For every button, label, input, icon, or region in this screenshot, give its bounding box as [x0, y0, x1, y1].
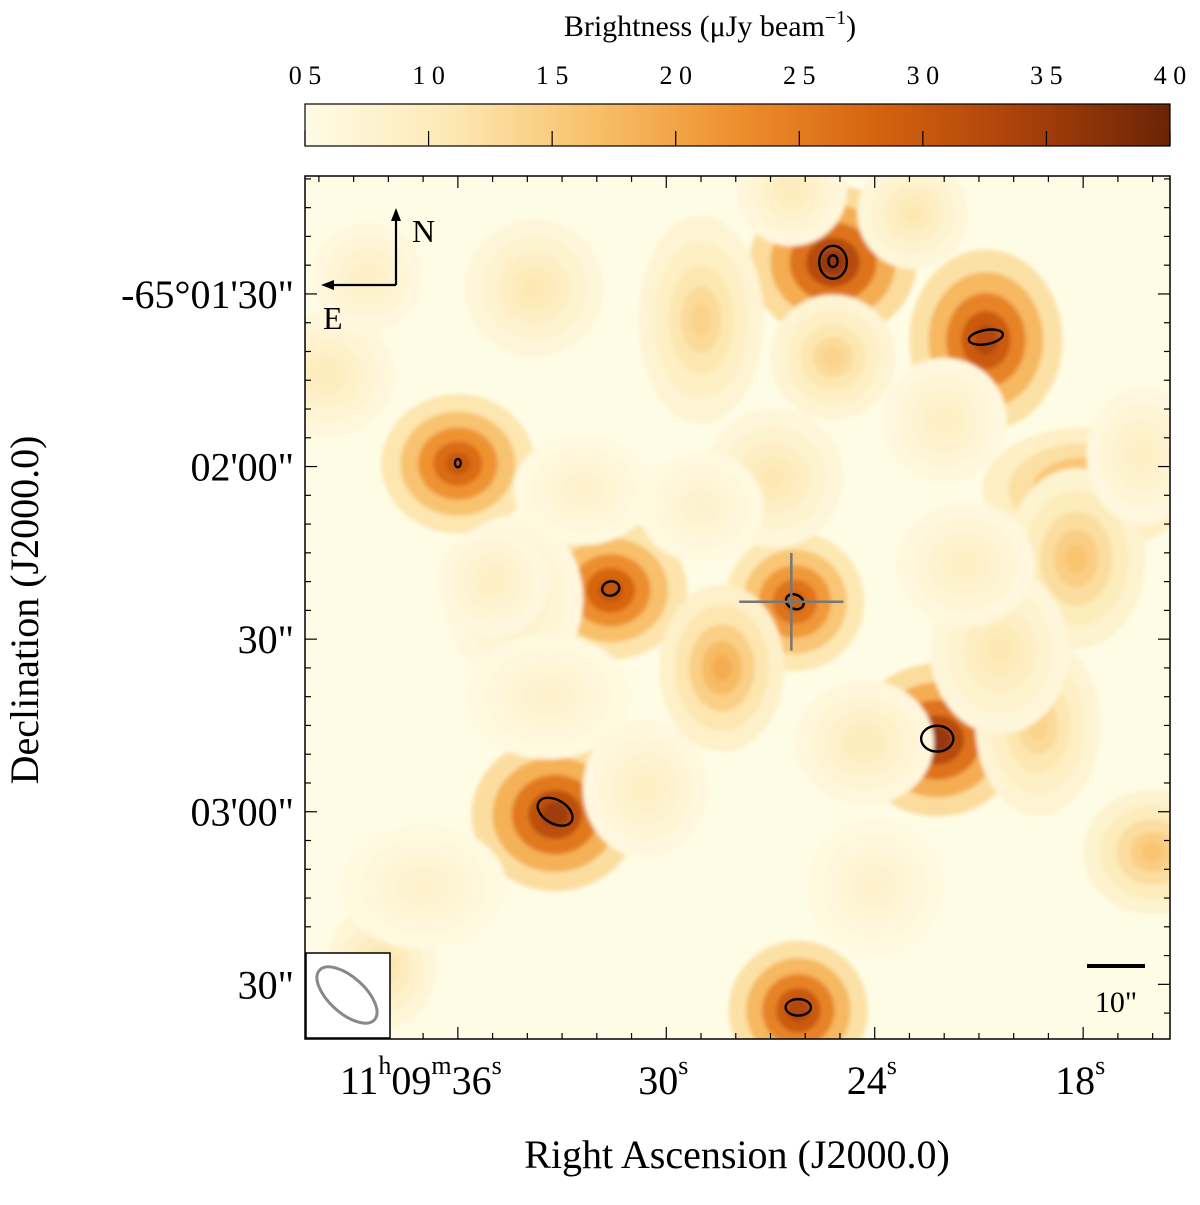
colorbar-tick-label: 2 5 [783, 61, 816, 90]
emission-source [381, 394, 535, 534]
emission-level [904, 204, 922, 223]
y-tick-label: 30" [238, 617, 294, 662]
compass-north-arrowhead [391, 208, 401, 221]
colorbar: Brightness (μJy beam−1) 0 5 1 0 1 5 2 0 2 5 3… [289, 7, 1187, 147]
compass-north-label: N [412, 213, 435, 249]
emission-level [534, 686, 562, 707]
y-tick-label: 03'00" [190, 790, 294, 835]
emission-source [881, 357, 1007, 484]
plot-frame [304, 175, 1171, 1040]
emission-level [762, 466, 786, 490]
contour [600, 580, 621, 597]
emission-source [339, 823, 507, 950]
colorbar-ticks [304, 131, 1171, 146]
emission-level [787, 999, 810, 1022]
emission-source [464, 218, 604, 358]
emission-level [782, 181, 801, 200]
emission-level [314, 364, 337, 385]
x-tick-label: 24s [847, 1051, 897, 1103]
beam-box [305, 952, 391, 1039]
emission-level [853, 732, 876, 753]
emission-source [305, 311, 396, 438]
compass-east-arrowhead [321, 280, 334, 290]
emission-level [711, 654, 732, 682]
emission-source [638, 451, 764, 563]
emission-source [1006, 468, 1146, 650]
emission-source [735, 176, 848, 247]
contour [818, 244, 849, 280]
emission-level [1133, 443, 1152, 467]
emission-source [895, 501, 1035, 628]
compass-east-label: E [323, 300, 343, 336]
emission-source [638, 215, 764, 425]
emission-level [523, 277, 546, 300]
contour [967, 328, 1005, 346]
colorbar-tick-label: 3 5 [1030, 61, 1063, 90]
x-tick-label: 30s [638, 1051, 688, 1103]
emission-level [690, 497, 712, 516]
emission-source [1083, 789, 1170, 915]
colorbar-tick-label: 4 0 [1154, 61, 1187, 90]
colorbar-tick-label: 1 0 [412, 61, 445, 90]
colorbar-tick-label: 1 5 [536, 61, 569, 90]
y-axis-label: Declination (J2000.0) [2, 436, 47, 785]
emission-source [770, 294, 896, 420]
y-tick-label: -65°01'30" [121, 272, 294, 317]
emission-level [445, 452, 471, 475]
emission-source [659, 584, 785, 752]
colorbar-gradient [304, 103, 1171, 147]
x-tick-labels: 11h09m36s 30s 24s 18s [340, 1051, 1105, 1103]
emission-source [582, 719, 709, 859]
contour [536, 796, 574, 827]
emission-level [690, 303, 712, 337]
emission-source [794, 680, 934, 806]
beam-inset [305, 952, 391, 1039]
emission-level [1141, 841, 1164, 863]
emission-source [436, 525, 549, 638]
emission-level [483, 572, 502, 591]
colorbar-tick-label: 3 0 [907, 61, 940, 90]
colorbar-tick-label: 2 0 [659, 61, 692, 90]
y-tick-labels: -65°01'30" 02'00" 30" 03'00" 30" [121, 272, 294, 1007]
beam-ellipse [315, 965, 379, 1025]
emission-source [513, 433, 653, 546]
emission-level [635, 777, 656, 800]
x-tick-label: 18s [1055, 1051, 1105, 1103]
emission-level [934, 410, 955, 431]
colorbar-tick-labels: 0 5 1 0 1 5 2 0 2 5 3 0 3 5 4 0 [289, 61, 1187, 90]
contour [827, 254, 839, 269]
emission-source [857, 176, 969, 270]
y-tick-label: 02'00" [190, 445, 294, 490]
colorbar-label: Brightness (μJy beam−1) [564, 7, 856, 43]
contour [919, 724, 955, 753]
colorbar-tick-label: 0 5 [289, 61, 322, 90]
contour [784, 997, 813, 1017]
emission-level [571, 480, 595, 499]
emission-level [973, 325, 999, 355]
axis-ticks [305, 176, 1170, 1039]
x-axis-label: Right Ascension (J2000.0) [524, 1132, 950, 1177]
x-tick-label: 11h09m36s [340, 1051, 502, 1103]
y-tick-label: 30" [238, 962, 294, 1007]
emission-blobs [305, 176, 1170, 1039]
target-crosshair [739, 552, 844, 651]
emission-source [464, 634, 632, 760]
emission-level [953, 554, 977, 575]
compass [321, 208, 401, 290]
map-panel: N E 10" [304, 175, 1171, 1040]
emission-source [805, 816, 945, 957]
emission-source [1086, 385, 1170, 525]
emission-level [863, 875, 886, 898]
emission-level [823, 347, 844, 368]
emission-level [1065, 544, 1088, 574]
emission-level [358, 267, 377, 286]
emission-level [541, 802, 569, 827]
emission-level [409, 876, 437, 897]
contour [453, 457, 462, 469]
emission-level [819, 250, 847, 275]
emission-level [988, 637, 1011, 665]
scale-bar-label: 10" [1095, 986, 1137, 1019]
